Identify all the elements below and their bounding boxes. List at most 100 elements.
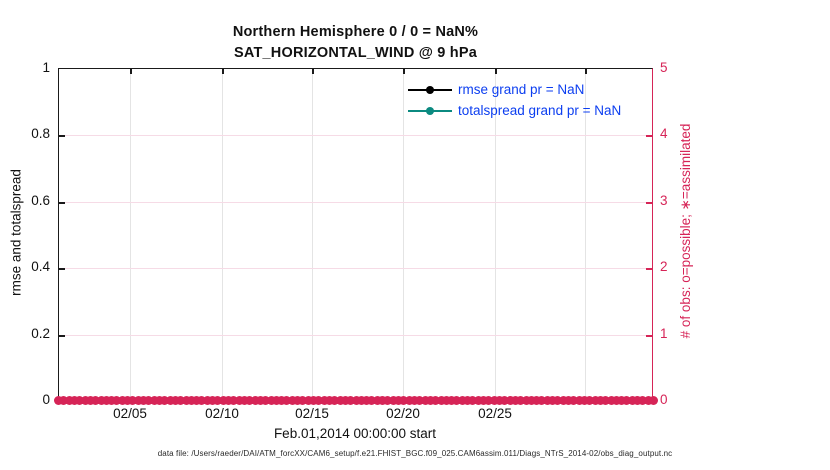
obs-count-marker	[537, 395, 547, 405]
obs-count-marker	[516, 395, 526, 405]
obs-count-marker	[351, 395, 361, 405]
obs-count-marker	[144, 395, 154, 405]
obs-count-marker	[277, 395, 287, 405]
obs-count-marker	[367, 395, 377, 405]
obs-count-marker	[494, 395, 504, 405]
y-left-tick-label: 0	[42, 392, 50, 407]
y-right-tick-label: 5	[660, 60, 668, 75]
totalspread-dot-icon	[426, 106, 434, 115]
data-file-path: data file: /Users/raeder/DAI/ATM_forcXX/…	[157, 449, 673, 458]
gridline-vertical	[495, 69, 496, 399]
obs-count-marker	[521, 395, 531, 405]
y-left-tick-label: 0.2	[31, 326, 50, 341]
chart-title-line2: SAT_HORIZONTAL_WIND @ 9 hPa	[234, 45, 477, 61]
obs-count-marker	[324, 395, 334, 405]
x-axis-label: Feb.01,2014 00:00:00 start	[273, 426, 437, 441]
obs-count-marker	[229, 395, 239, 405]
x-tick-mark	[222, 69, 224, 74]
obs-count-marker	[452, 395, 462, 405]
y-right-tick-mark	[646, 268, 652, 270]
x-tick-mark	[495, 69, 497, 74]
obs-count-marker	[574, 395, 584, 405]
obs-count-marker	[319, 395, 329, 405]
obs-count-marker	[266, 395, 276, 405]
obs-count-marker	[197, 395, 207, 405]
obs-count-marker	[239, 395, 249, 405]
x-tick-mark	[403, 69, 405, 74]
obs-count-marker	[585, 395, 595, 405]
legend-item-rmse: rmse grand pr = NaN	[408, 79, 621, 100]
obs-count-marker	[139, 395, 148, 405]
obs-count-marker	[293, 395, 303, 405]
obs-count-marker	[505, 395, 515, 405]
chart-title-block: Northern Hemisphere 0 / 0 = NaN% SAT_HOR…	[58, 22, 653, 64]
x-tick-label: 02/10	[205, 406, 239, 421]
obs-count-marker	[633, 395, 643, 405]
obs-count-marker	[627, 395, 637, 405]
obs-count-marker	[649, 395, 658, 405]
gridline-vertical	[403, 69, 404, 399]
obs-count-marker	[234, 395, 244, 405]
gridline-horizontal	[59, 135, 652, 136]
obs-count-marker	[356, 395, 366, 405]
obs-count-marker	[64, 395, 74, 405]
y-left-tick-mark	[59, 135, 65, 137]
obs-count-marker	[85, 395, 95, 405]
x-tick-mark	[130, 69, 132, 74]
obs-count-marker	[431, 395, 441, 405]
y-left-tick-mark	[59, 335, 65, 337]
obs-count-marker	[409, 395, 419, 405]
y-right-tick-label: 0	[660, 392, 668, 407]
y-right-tick-mark	[646, 335, 652, 337]
obs-count-marker	[372, 395, 382, 405]
legend-sample-rmse	[408, 85, 452, 94]
obs-count-marker	[107, 395, 117, 405]
obs-count-marker	[643, 395, 653, 405]
obs-count-marker	[378, 395, 388, 405]
obs-count-marker	[622, 395, 632, 405]
obs-count-marker	[154, 395, 164, 405]
obs-count-marker	[330, 395, 340, 405]
obs-count-marker	[510, 395, 520, 405]
y-right-tick-mark	[646, 135, 652, 137]
obs-count-marker	[548, 395, 558, 405]
obs-count-marker	[579, 395, 589, 405]
obs-count-marker	[335, 395, 345, 405]
rmse-dot-icon	[426, 85, 434, 94]
y-axis-label-right: # of obs: o=possible; ∗=assimilated	[678, 123, 693, 339]
obs-count-marker	[96, 395, 106, 405]
obs-count-marker	[463, 395, 473, 405]
legend-label-totalspread: totalspread grand pr = NaN	[458, 103, 622, 118]
x-tick-label: 02/05	[113, 406, 147, 421]
obs-count-marker	[425, 395, 435, 405]
x-tick-mark	[585, 69, 587, 74]
obs-count-marker	[468, 395, 478, 405]
obs-count-marker	[617, 395, 627, 405]
obs-count-marker	[314, 395, 324, 405]
gridline-vertical	[130, 69, 131, 399]
obs-count-marker	[91, 395, 101, 405]
obs-count-marker	[553, 395, 563, 405]
y-right-tick-mark	[646, 202, 652, 204]
obs-count-marker	[59, 395, 69, 405]
legend: rmse grand pr = NaN totalspread grand pr…	[408, 79, 621, 121]
y-right-tick-label: 4	[660, 126, 668, 141]
y-left-tick-label: 1	[42, 60, 50, 75]
y-left-tick-mark	[59, 268, 65, 270]
obs-count-marker	[388, 395, 398, 405]
obs-count-marker	[394, 395, 403, 405]
obs-count-marker	[526, 395, 536, 405]
gridline-horizontal	[59, 202, 652, 203]
obs-count-marker	[176, 395, 186, 405]
gridline-horizontal	[59, 268, 652, 269]
obs-count-marker	[287, 395, 297, 405]
obs-count-marker	[101, 395, 111, 405]
y-right-tick-label: 1	[660, 326, 668, 341]
y-right-tick-label: 2	[660, 259, 668, 274]
obs-count-marker	[250, 395, 260, 405]
y-left-tick-label: 0.4	[31, 259, 50, 274]
obs-count-marker	[611, 395, 621, 405]
obs-count-marker	[149, 395, 159, 405]
obs-count-marker	[569, 395, 579, 405]
